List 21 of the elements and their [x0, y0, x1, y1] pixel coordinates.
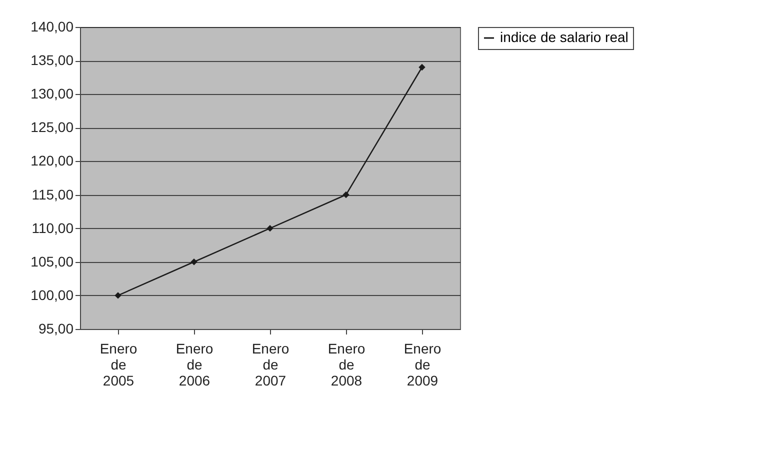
legend-label: indice de salario real [500, 29, 628, 45]
y-tick-label: 135,00 [30, 52, 74, 68]
y-tick-label: 105,00 [30, 253, 74, 270]
y-tick-label: 140,00 [30, 18, 74, 34]
point [266, 224, 274, 232]
y-tick-label: 95,00 [38, 320, 74, 336]
x-tick-label: Enero de 2009 [404, 340, 442, 388]
x-tick-label: Enero de 2008 [328, 340, 366, 388]
x-tick-label: Enero de 2006 [176, 340, 214, 388]
y-tick-label: 130,00 [30, 86, 74, 102]
x-tick-label: Enero de 2007 [252, 340, 290, 388]
point [418, 64, 426, 71]
y-tick-label: 115,00 [32, 186, 74, 202]
y-tick-label: 125,00 [30, 119, 74, 136]
point [114, 292, 122, 299]
y-tick-label: 100,00 [30, 286, 74, 303]
x-tick-label: Enero de 2005 [100, 340, 138, 388]
y-tick-label: 110,00 [32, 220, 74, 236]
point [190, 258, 198, 266]
y-tick-label: 120,00 [30, 152, 74, 169]
point [342, 191, 350, 198]
